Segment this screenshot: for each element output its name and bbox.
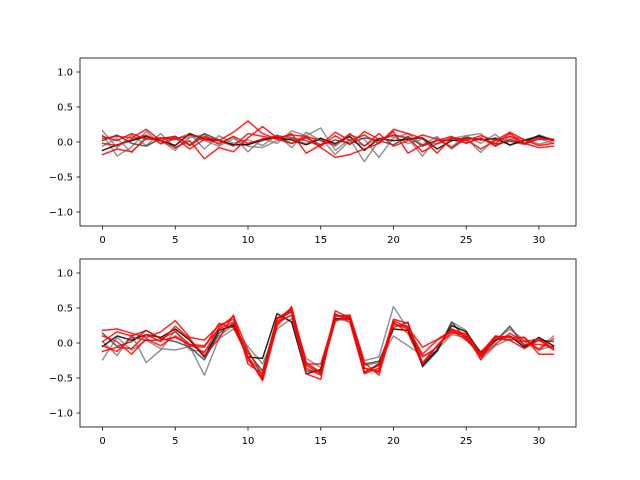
- x-tick-label: 30: [533, 235, 546, 246]
- y-tick-label: 1.0: [57, 269, 73, 280]
- series-line-7: [101, 130, 555, 154]
- series-line-7: [101, 310, 555, 376]
- bottom-line-chart: 0 5 10 15 20 25 30 −1.0 −0.5 0.0 0.5 1.0: [49, 258, 577, 447]
- y-tick-label: 1.0: [57, 68, 73, 79]
- y-tick-label: 0.5: [57, 304, 73, 315]
- x-tick-label: 0: [99, 235, 105, 246]
- x-tick-label: 15: [314, 436, 327, 447]
- x-tick-label: 5: [172, 436, 178, 447]
- series-group: [101, 120, 555, 163]
- x-tick-label: 20: [387, 436, 400, 447]
- y-tick-label: −1.0: [49, 409, 73, 420]
- series-group: [101, 305, 555, 382]
- y-tick-label: −0.5: [49, 374, 73, 385]
- top-line-chart: 0 5 10 15 20 25 30 −1.0 −0.5 0.0 0.5 1.0: [49, 57, 577, 246]
- x-tick-label: 10: [242, 235, 255, 246]
- x-tick-label: 0: [99, 436, 105, 447]
- y-tick-label: −1.0: [49, 208, 73, 219]
- x-tick-label: 10: [242, 436, 255, 447]
- y-tick-label: 0.0: [57, 138, 73, 149]
- y-tick-label: 0.5: [57, 103, 73, 114]
- y-tick-label: −0.5: [49, 173, 73, 184]
- y-tick-label: 0.0: [57, 339, 73, 350]
- x-tick-label: 5: [172, 235, 178, 246]
- series-line-8: [101, 307, 555, 381]
- x-tick-label: 30: [533, 436, 546, 447]
- x-tick-label: 25: [460, 235, 473, 246]
- x-tick-label: 25: [460, 436, 473, 447]
- series-line-2: [101, 132, 555, 156]
- x-tick-label: 15: [314, 235, 327, 246]
- series-line-8: [101, 130, 555, 153]
- x-tick-label: 20: [387, 235, 400, 246]
